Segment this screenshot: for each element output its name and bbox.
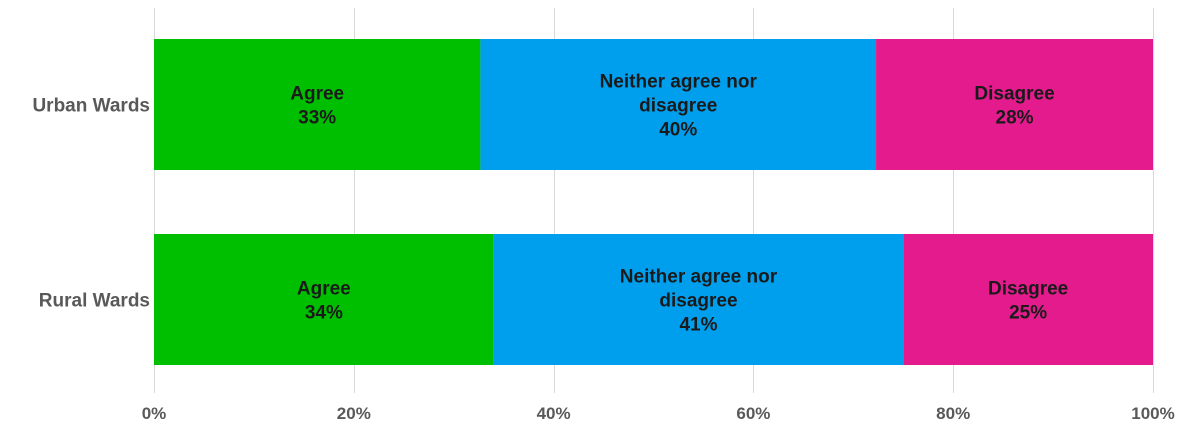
x-tick-label: 0% xyxy=(142,404,167,423)
bar-urban-wards-agree xyxy=(154,39,481,170)
series-label: disagree xyxy=(639,96,717,117)
data-label: 40% xyxy=(659,120,697,141)
x-tick-label: 60% xyxy=(736,404,770,423)
series-label: Neither agree nor xyxy=(620,267,778,288)
bar-urban-wards-disagree xyxy=(876,39,1153,170)
category-label: Rural Wards xyxy=(39,291,150,312)
data-label: 34% xyxy=(305,303,343,324)
series-label: Disagree xyxy=(988,279,1068,300)
series-label: Agree xyxy=(297,279,351,300)
bar-rural-wards-agree xyxy=(154,234,494,365)
axes: 0% 20% 40% 60% 80% 100% Urban Wards Rural Wards xyxy=(32,96,1174,424)
series-label: disagree xyxy=(659,291,737,312)
bar-urban-wards-neither-agree-nor-disagree xyxy=(480,39,877,170)
x-tick-label: 80% xyxy=(936,404,970,423)
x-tick-label: 40% xyxy=(537,404,571,423)
series-label: Agree xyxy=(290,84,344,105)
category-label: Urban Wards xyxy=(32,96,150,117)
bar-rural-wards-disagree xyxy=(903,234,1153,365)
data-label: 41% xyxy=(679,315,717,336)
bar-rural-wards-neither-agree-nor-disagree xyxy=(493,234,904,365)
x-tick-label: 100% xyxy=(1131,404,1174,423)
series-label: Neither agree nor xyxy=(600,72,758,93)
x-tick-label: 20% xyxy=(337,404,371,423)
bars: Agree 33% Neither agree nor disagree 40% Disa… xyxy=(154,39,1153,365)
data-label: 25% xyxy=(1009,303,1047,324)
data-label: 28% xyxy=(996,108,1034,129)
data-label: 33% xyxy=(298,108,336,129)
series-label: Disagree xyxy=(974,84,1054,105)
